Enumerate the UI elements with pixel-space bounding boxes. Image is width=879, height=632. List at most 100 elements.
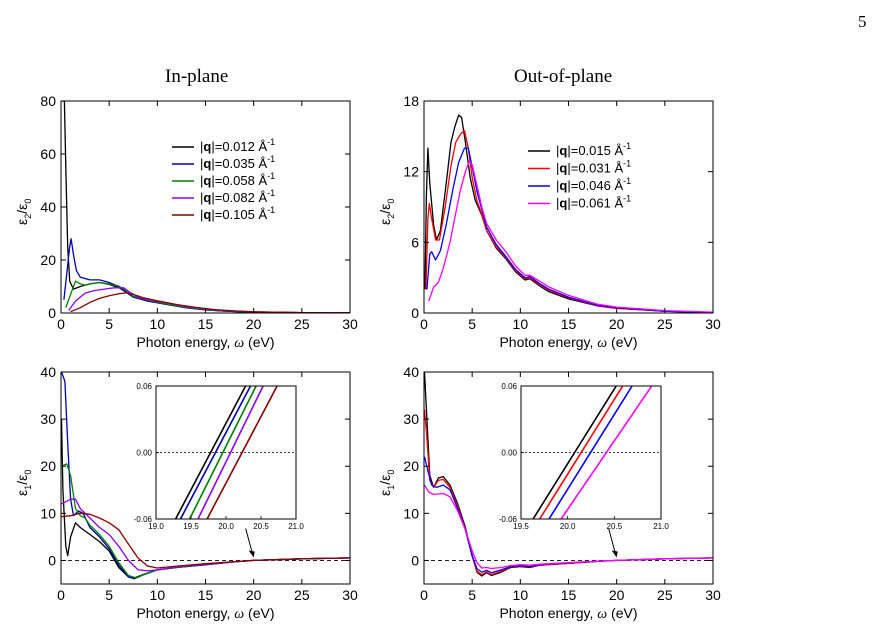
x-tick-label: 20	[246, 316, 262, 332]
x-tick-label: 20	[609, 587, 625, 603]
x-tick-label: 10	[150, 316, 166, 332]
x-tick-label: 10	[513, 587, 529, 603]
inset-series-line-1	[179, 386, 252, 519]
y-axis-label: ε2/ε0	[14, 199, 33, 225]
x-tick-label: 15	[198, 316, 214, 332]
page-number: 5	[858, 12, 867, 31]
inset-x-tick-label: 20.5	[607, 522, 623, 531]
chart-outplane_eps2: 0 5 10 15 20 25 30 0 6 12 18 Photon energy, ω (eV) ε…	[377, 93, 721, 351]
y-tick-label: 0	[411, 552, 419, 568]
arrow-annotation	[608, 528, 618, 558]
legend-label: |q|=0.015 Å-1	[556, 141, 631, 158]
y-tick-label: 0	[48, 305, 56, 321]
y-tick-label: 6	[411, 234, 419, 250]
legend-label: |q|=0.058 Å-1	[200, 171, 275, 188]
y-tick-label: 40	[40, 364, 56, 380]
x-tick-label: 15	[561, 587, 577, 603]
inset-series-line-2	[188, 386, 257, 519]
x-tick-label: 0	[420, 587, 428, 603]
series-line-4	[70, 292, 350, 313]
y-tick-label: 10	[403, 505, 419, 521]
legend-label: |q|=0.082 Å-1	[200, 188, 275, 205]
inset-series-line-0	[174, 386, 247, 519]
inset-y-tick-label: 0.00	[136, 449, 152, 458]
x-axis-label: Photon energy, ω (eV)	[136, 334, 274, 351]
x-tick-label: 25	[657, 587, 673, 603]
inset-y-tick-label: 0.00	[501, 449, 517, 458]
y-tick-label: 18	[403, 93, 419, 109]
y-tick-label: 10	[40, 505, 56, 521]
out-of-plane-title: Out-of-plane	[514, 66, 613, 87]
series-group	[61, 101, 350, 313]
inset-x-tick-label: 19.5	[183, 522, 199, 531]
arrow-head	[611, 550, 618, 558]
y-tick-label: 40	[40, 199, 56, 215]
inset-series-line-4	[206, 386, 278, 519]
series-line-0	[424, 114, 713, 313]
x-axis-label: Photon energy, ω (eV)	[136, 605, 274, 622]
inset-x-tick-label: 20.5	[253, 522, 269, 531]
inset-series-group	[532, 386, 653, 519]
legend-label: |q|=0.061 Å-1	[556, 194, 631, 211]
chart-inplane_eps2: 0 5 10 15 20 25 30 0 20 40 60 80 Photon energy, ω (e…	[14, 93, 358, 351]
inset-series-line-1	[539, 386, 624, 519]
x-tick-label: 25	[294, 316, 310, 332]
arrow-annotation	[245, 528, 255, 558]
x-tick-label: 15	[198, 587, 214, 603]
x-tick-label: 10	[513, 316, 529, 332]
y-axis-label: ε2/ε0	[377, 199, 396, 225]
x-tick-label: 30	[342, 316, 358, 332]
chart-outplane_eps1: 0 5 10 15 20 25 30 0 10 20 30 40 Photon energy, ω (e…	[377, 364, 721, 622]
arrow-shaft	[245, 528, 254, 555]
x-tick-label: 5	[105, 587, 113, 603]
inset-x-tick-label: 20.0	[218, 522, 234, 531]
x-axis-label: Photon energy, ω (eV)	[499, 334, 637, 351]
inset-x-tick-label: 19.0	[148, 522, 164, 531]
x-axis-label: Photon energy, ω (eV)	[499, 605, 637, 622]
inset-series-line-3	[197, 386, 264, 519]
y-tick-label: 80	[40, 93, 56, 109]
x-tick-label: 15	[561, 316, 577, 332]
legend-label: |q|=0.031 Å-1	[556, 159, 631, 176]
x-tick-label: 0	[420, 316, 428, 332]
inset-series-group	[174, 386, 278, 519]
inset-x-tick-label: 20.0	[560, 522, 576, 531]
x-tick-label: 30	[705, 587, 721, 603]
y-tick-label: 20	[403, 458, 419, 474]
x-tick-label: 20	[246, 587, 262, 603]
x-tick-label: 30	[705, 316, 721, 332]
inset-series-line-2	[548, 386, 633, 519]
legend-label: |q|=0.035 Å-1	[200, 154, 275, 171]
legend-label: |q|=0.012 Å-1	[200, 137, 275, 154]
inset-y-tick-label: -0.06	[134, 515, 153, 524]
arrow-head	[248, 550, 255, 558]
x-tick-label: 25	[294, 587, 310, 603]
y-tick-label: 60	[40, 146, 56, 162]
series-line-1	[425, 129, 713, 313]
y-tick-label: 40	[403, 364, 419, 380]
series-group	[424, 372, 713, 577]
x-tick-label: 5	[468, 316, 476, 332]
x-tick-label: 25	[657, 316, 673, 332]
inset-y-tick-label: -0.06	[499, 515, 518, 524]
series-line-4	[61, 512, 350, 569]
y-tick-label: 12	[403, 164, 419, 180]
y-tick-label: 30	[40, 411, 56, 427]
in-plane-title: In-plane	[165, 66, 229, 87]
inset-series-line-0	[532, 386, 617, 519]
legend-label: |q|=0.105 Å-1	[200, 205, 275, 222]
inset-inplane_eps1: 19.0 19.5 20.0 20.5 21.0 -0.06 0.00 0.06	[134, 382, 305, 531]
x-tick-label: 30	[342, 587, 358, 603]
series-line-3	[428, 160, 713, 313]
series-line-2	[426, 147, 713, 313]
series-line-3	[424, 484, 713, 570]
inset-series-line-3	[560, 386, 653, 519]
inset-x-tick-label: 19.5	[513, 522, 529, 531]
series-group	[61, 372, 350, 580]
y-tick-label: 20	[40, 458, 56, 474]
x-tick-label: 20	[609, 316, 625, 332]
inset-outplane_eps1: 19.5 20.0 20.5 21.0 -0.06 0.00 0.06	[499, 382, 670, 531]
x-tick-label: 10	[150, 587, 166, 603]
x-tick-label: 5	[468, 587, 476, 603]
